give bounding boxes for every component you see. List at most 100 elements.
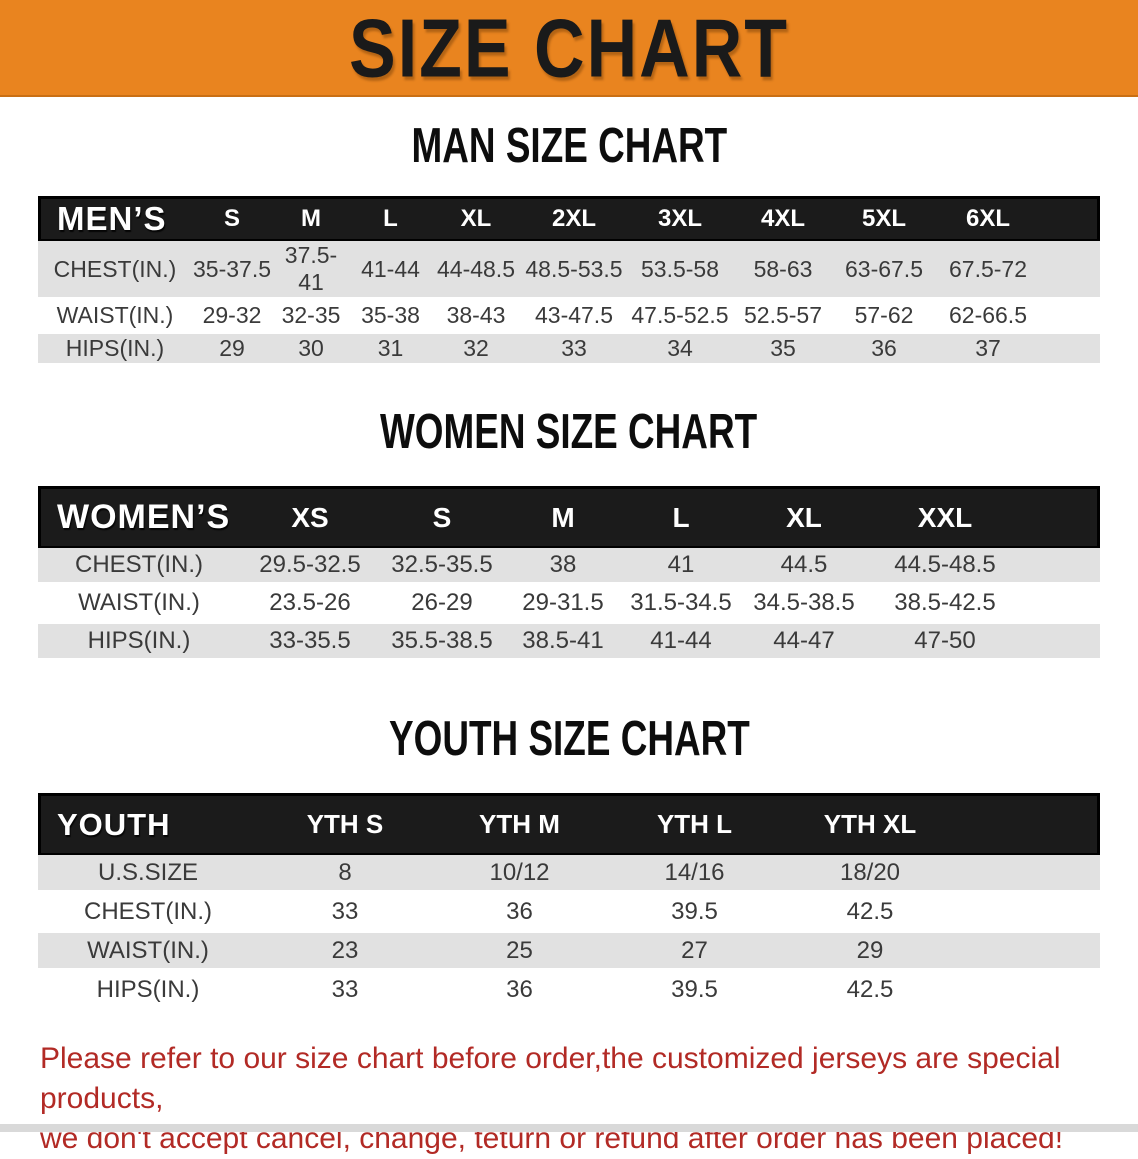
youth-row-label-hips-in: HIPS(IN.): [38, 972, 258, 1011]
youth-row-label-chest-in: CHEST(IN.): [38, 894, 258, 933]
youth-chest-in-yth-m: 36: [432, 894, 607, 933]
youth-chest-in-yth-l: 39.5: [607, 894, 782, 933]
men-row-spacer: [1041, 301, 1100, 334]
men-hips-in-3xl: 34: [627, 334, 733, 367]
youth-hips-in-yth-m: 36: [432, 972, 607, 1011]
footer-strip: [0, 1124, 1138, 1132]
men-section-heading-text: MAN SIZE CHART: [411, 117, 727, 173]
women-row-waist-in: WAIST(IN.) 23.5-26 26-29 29-31.5 31.5-34.5 34…: [38, 586, 1100, 624]
youth-row-spacer: [958, 894, 1100, 933]
men-waist-in-m: 32-35: [272, 301, 350, 334]
youth-row-u-s-size: U.S.SIZE 8 10/12 14/16 18/20: [38, 855, 1100, 894]
men-hips-in-m: 30: [272, 334, 350, 367]
youth-header-spacer: [958, 793, 1100, 855]
men-row-label-chest-in: CHEST(IN.): [38, 241, 192, 301]
men-table-label-header: MEN’S: [38, 196, 192, 241]
men-size-header-5xl: 5XL: [833, 196, 935, 241]
men-size-header-s: S: [192, 196, 272, 241]
women-hips-in-xxl: 47-50: [868, 624, 1022, 662]
youth-waist-in-yth-s: 23: [258, 933, 432, 972]
page-title: SIZE CHART: [349, 1, 789, 94]
youth-row-spacer: [958, 855, 1100, 894]
women-chest-in-m: 38: [504, 548, 622, 586]
youth-table-header-row: YOUTH YTH S YTH M YTH L YTH XL: [38, 793, 1100, 855]
women-hips-in-xs: 33-35.5: [240, 624, 380, 662]
disclaimer-text: Please refer to our size chart before or…: [40, 1039, 1138, 1159]
youth-waist-in-yth-m: 25: [432, 933, 607, 972]
men-chest-in-xl: 44-48.5: [431, 241, 521, 301]
women-hips-in-l: 41-44: [622, 624, 740, 662]
women-size-header-xl: XL: [740, 486, 868, 548]
women-row-chest-in: CHEST(IN.) 29.5-32.5 32.5-35.5 38 41 44.5 44.5…: [38, 548, 1100, 586]
women-hips-in-m: 38.5-41: [504, 624, 622, 662]
men-chest-in-4xl: 58-63: [733, 241, 833, 301]
banner: SIZE CHART: [0, 0, 1138, 97]
youth-u-s-size-yth-s: 8: [258, 855, 432, 894]
men-chest-in-3xl: 53.5-58: [627, 241, 733, 301]
women-chest-in-xl: 44.5: [740, 548, 868, 586]
women-size-header-xxl: XXL: [868, 486, 1022, 548]
men-hips-in-2xl: 33: [521, 334, 627, 367]
men-chest-in-6xl: 67.5-72: [935, 241, 1041, 301]
youth-size-header-yth-xl: YTH XL: [782, 793, 958, 855]
men-size-header-4xl: 4XL: [733, 196, 833, 241]
women-hips-in-xl: 44-47: [740, 624, 868, 662]
youth-row-waist-in: WAIST(IN.) 23 25 27 29: [38, 933, 1100, 972]
youth-size-table: YOUTH YTH S YTH M YTH L YTH XL U.S.SIZE 8 10/12…: [38, 793, 1100, 1011]
women-row-hips-in: HIPS(IN.) 33-35.5 35.5-38.5 38.5-41 41-44 44-…: [38, 624, 1100, 662]
women-size-header-xs: XS: [240, 486, 380, 548]
men-waist-in-3xl: 47.5-52.5: [627, 301, 733, 334]
women-chest-in-xxl: 44.5-48.5: [868, 548, 1022, 586]
disclaimer-line-1: Please refer to our size chart before or…: [40, 1042, 1061, 1115]
youth-hips-in-yth-xl: 42.5: [782, 972, 958, 1011]
content: MAN SIZE CHART MEN’S S M L XL 2XL 3XL 4XL 5XL 6XL…: [0, 117, 1138, 1011]
women-size-header-l: L: [622, 486, 740, 548]
men-row-label-waist-in: WAIST(IN.): [38, 301, 192, 334]
youth-row-chest-in: CHEST(IN.) 33 36 39.5 42.5: [38, 894, 1100, 933]
youth-u-s-size-yth-m: 10/12: [432, 855, 607, 894]
men-table-header-row: MEN’S S M L XL 2XL 3XL 4XL 5XL 6XL: [38, 196, 1100, 241]
men-size-header-6xl: 6XL: [935, 196, 1041, 241]
men-hips-in-s: 29: [192, 334, 272, 367]
men-row-label-hips-in: HIPS(IN.): [38, 334, 192, 367]
men-waist-in-l: 35-38: [350, 301, 431, 334]
section-youth: YOUTH SIZE CHART YOUTH YTH S YTH M YTH L YTH…: [0, 710, 1138, 1011]
men-row-hips-in: HIPS(IN.) 29 30 31 32 33 34 35 36 37: [38, 334, 1100, 367]
women-size-header-m: M: [504, 486, 622, 548]
men-waist-in-4xl: 52.5-57: [733, 301, 833, 334]
youth-size-header-yth-l: YTH L: [607, 793, 782, 855]
women-chest-in-xs: 29.5-32.5: [240, 548, 380, 586]
women-table-label-header: WOMEN’S: [38, 486, 240, 548]
women-row-spacer: [1022, 548, 1100, 586]
youth-chest-in-yth-s: 33: [258, 894, 432, 933]
women-waist-in-xl: 34.5-38.5: [740, 586, 868, 624]
men-hips-in-l: 31: [350, 334, 431, 367]
youth-row-spacer: [958, 933, 1100, 972]
youth-row-label-u-s-size: U.S.SIZE: [38, 855, 258, 894]
youth-size-header-yth-m: YTH M: [432, 793, 607, 855]
men-hips-in-5xl: 36: [833, 334, 935, 367]
men-size-header-m: M: [272, 196, 350, 241]
men-row-spacer: [1041, 241, 1100, 301]
men-size-header-xl: XL: [431, 196, 521, 241]
youth-u-s-size-yth-xl: 18/20: [782, 855, 958, 894]
women-chest-in-l: 41: [622, 548, 740, 586]
men-chest-in-2xl: 48.5-53.5: [521, 241, 627, 301]
youth-section-heading-text: YOUTH SIZE CHART: [388, 710, 750, 766]
women-row-spacer: [1022, 624, 1100, 662]
men-waist-in-xl: 38-43: [431, 301, 521, 334]
women-waist-in-xs: 23.5-26: [240, 586, 380, 624]
youth-chest-in-yth-xl: 42.5: [782, 894, 958, 933]
men-hips-in-xl: 32: [431, 334, 521, 367]
women-size-header-s: S: [380, 486, 504, 548]
men-waist-in-5xl: 57-62: [833, 301, 935, 334]
women-row-spacer: [1022, 586, 1100, 624]
women-row-label-hips-in: HIPS(IN.): [38, 624, 240, 662]
youth-row-label-waist-in: WAIST(IN.): [38, 933, 258, 972]
women-section-heading: WOMEN SIZE CHART: [0, 403, 1138, 462]
women-section-heading-text: WOMEN SIZE CHART: [380, 403, 758, 459]
women-table-header-row: WOMEN’S XS S M L XL XXL: [38, 486, 1100, 548]
women-waist-in-xxl: 38.5-42.5: [868, 586, 1022, 624]
youth-u-s-size-yth-l: 14/16: [607, 855, 782, 894]
